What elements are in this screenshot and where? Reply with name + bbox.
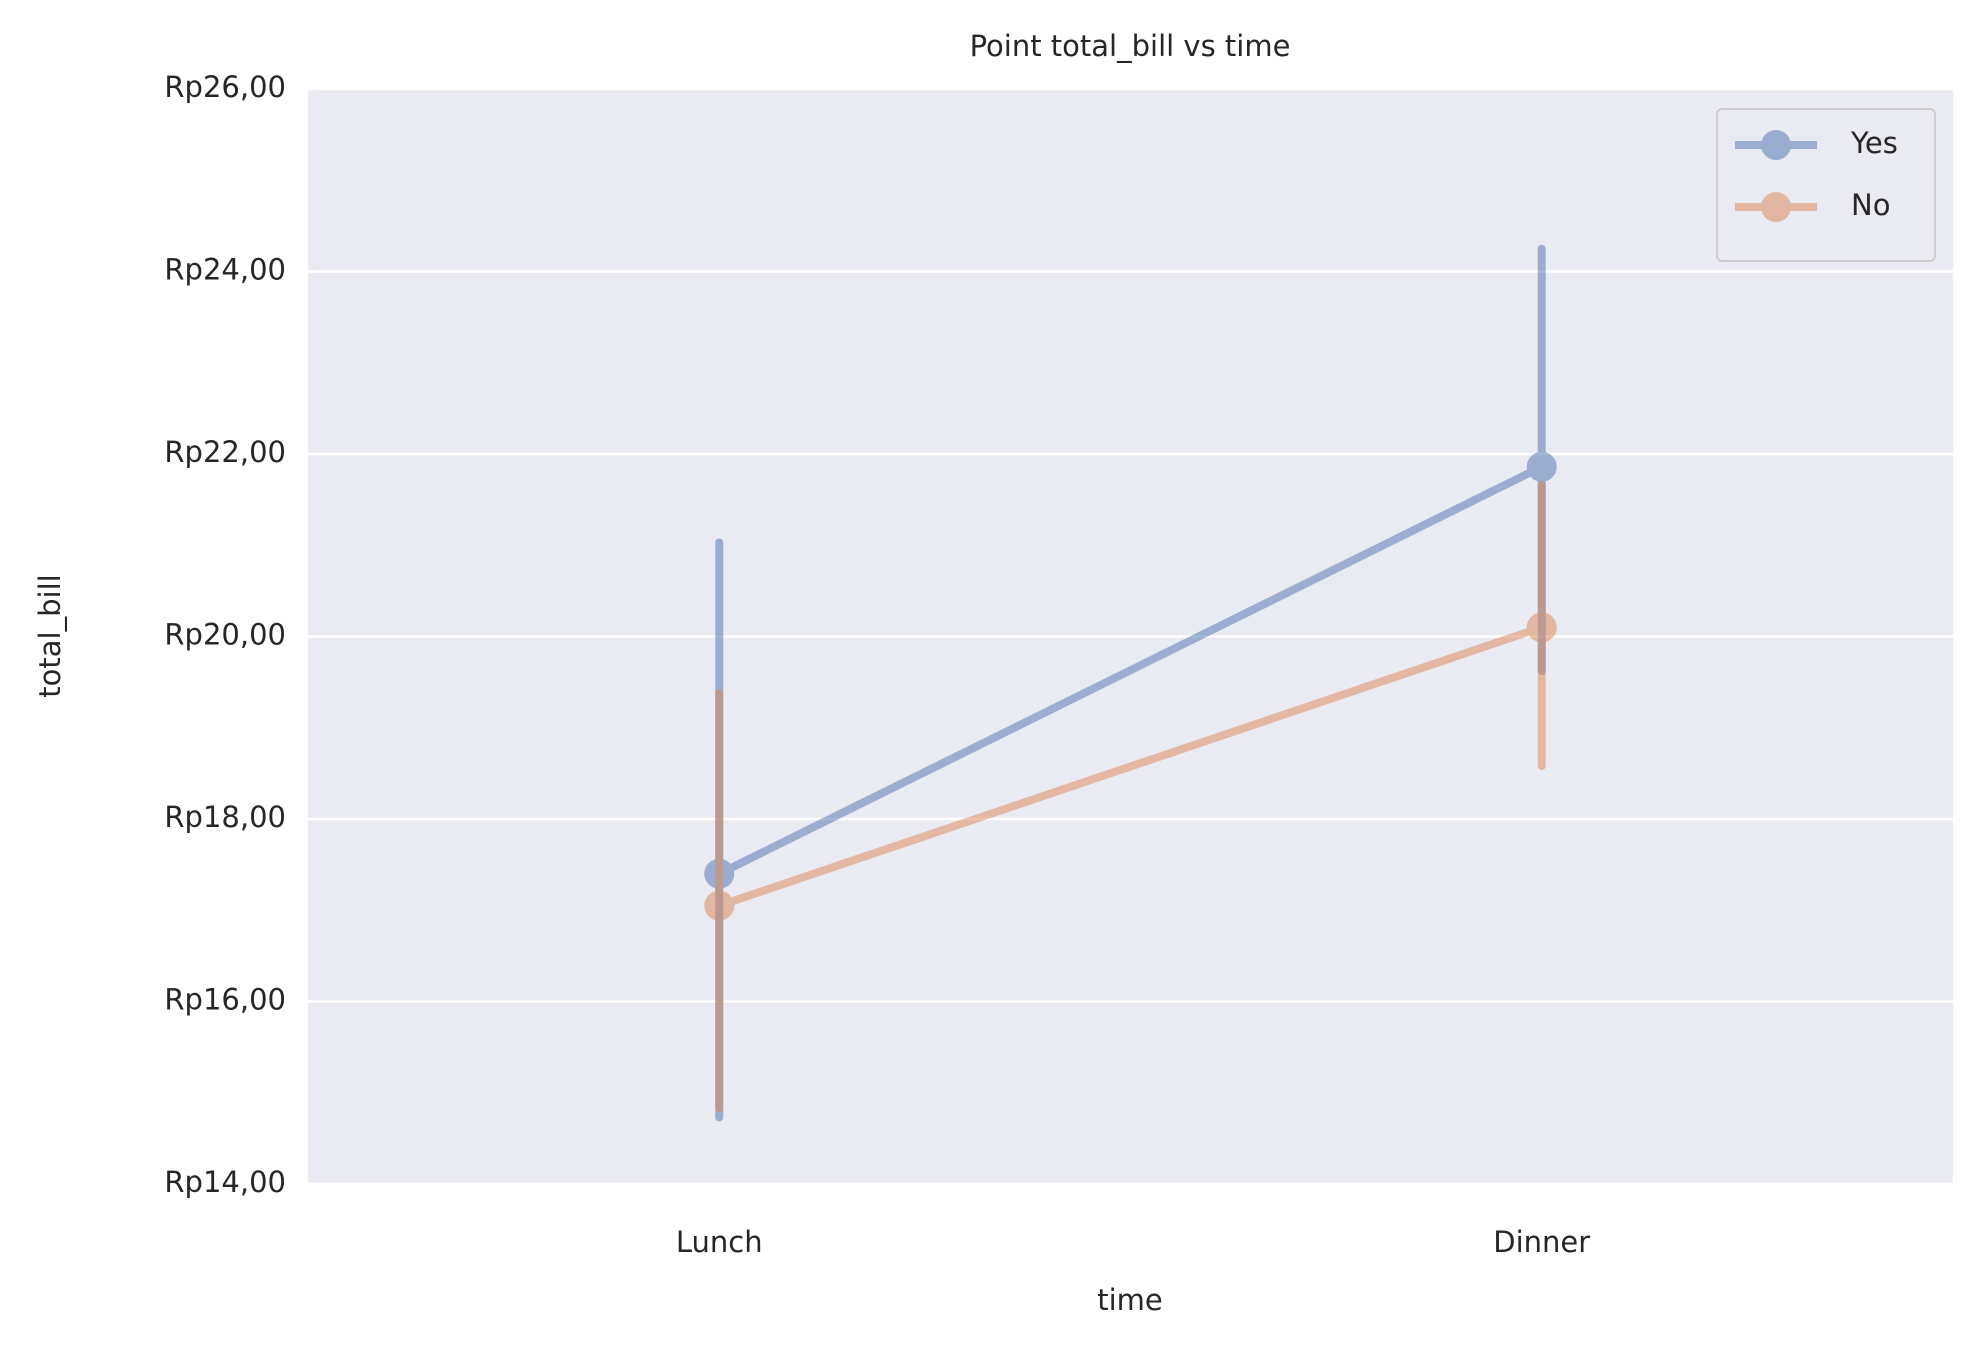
y-tick-label: Rp22,00 — [164, 435, 286, 469]
x-axis-label: time — [1097, 1283, 1163, 1317]
y-tick-label: Rp26,00 — [164, 70, 286, 104]
y-tick-label: Rp16,00 — [164, 983, 286, 1017]
series — [704, 481, 1557, 1113]
chart-title: Point total_bill vs time — [970, 29, 1291, 63]
legend-marker — [1761, 130, 1791, 160]
y-tick-label: Rp24,00 — [164, 253, 286, 287]
legend-label: No — [1851, 188, 1890, 222]
point-marker — [1526, 612, 1557, 643]
legend-marker — [1761, 192, 1791, 222]
legend-label: Yes — [1850, 126, 1898, 160]
x-tick-label: Dinner — [1493, 1225, 1590, 1259]
point-marker — [1526, 451, 1557, 482]
y-axis-label: total_bill — [33, 574, 67, 697]
x-tick-label: Lunch — [676, 1225, 763, 1259]
y-tick-label: Rp18,00 — [164, 800, 286, 834]
series-line — [717, 463, 1544, 878]
y-tick-label: Rp20,00 — [164, 618, 286, 652]
series-line — [717, 623, 1544, 910]
legend-key — [1735, 130, 1817, 160]
legend-box — [1716, 108, 1936, 262]
point-marker — [704, 890, 735, 921]
legend-key — [1735, 192, 1817, 222]
y-tick-label: Rp14,00 — [164, 1165, 286, 1199]
